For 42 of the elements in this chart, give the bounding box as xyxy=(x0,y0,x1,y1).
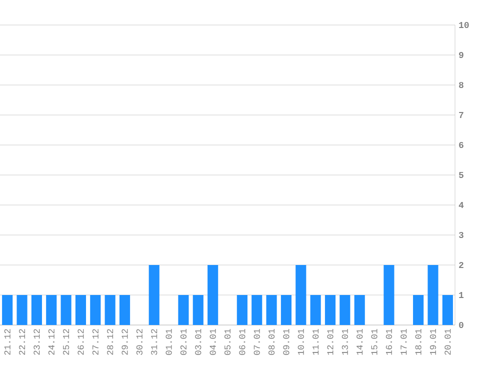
x-tick-label: 20.01 xyxy=(444,328,451,355)
y-tick-label: 7 xyxy=(459,112,464,118)
y-tick-label: 5 xyxy=(458,172,464,178)
x-tick-label: 15.01 xyxy=(371,328,378,355)
x-tick-label: 23.12 xyxy=(34,329,40,355)
x-tick-label: 14.01 xyxy=(356,328,363,355)
x-tick-label: 26.12 xyxy=(78,329,84,355)
y-tick-label: 2 xyxy=(459,262,464,268)
x-tick-label: 07.01 xyxy=(254,328,260,355)
x-tick-label: 31.12 xyxy=(151,329,158,355)
x-tick-label: 13.01 xyxy=(342,328,348,355)
y-tick-label: 1 xyxy=(459,292,464,298)
x-tick-label: 01.01 xyxy=(166,328,172,355)
x-tick-label: 09.01 xyxy=(283,328,290,355)
x-tick-label: 28.12 xyxy=(107,329,114,355)
y-tick-label: 0 xyxy=(459,322,464,328)
y-tick-label: 6 xyxy=(459,142,464,148)
x-tick-label: 16.01 xyxy=(386,328,392,355)
x-tick-label: 24.12 xyxy=(48,329,54,355)
x-tick-label: 21.12 xyxy=(4,329,10,355)
x-tick-label: 17.01 xyxy=(400,328,407,355)
x-tick-label: 18.01 xyxy=(415,328,422,355)
x-tick-label: 11.01 xyxy=(312,328,319,355)
y-tick-label: 3 xyxy=(458,232,464,238)
x-tick-label: 10.01 xyxy=(298,328,304,355)
x-tick-label: 22.12 xyxy=(19,329,26,355)
x-tick-label: 05.01 xyxy=(224,328,231,355)
y-tick-label: 4 xyxy=(458,202,464,208)
x-tick-label: 02.01 xyxy=(180,328,187,355)
x-tick-label: 08.01 xyxy=(268,328,275,355)
x-tick-label: 03.01 xyxy=(195,328,202,355)
x-tick-label: 04.01 xyxy=(210,328,216,355)
y-tick-label: 8 xyxy=(459,82,464,88)
x-tick-label: 12.01 xyxy=(327,328,334,355)
x-tick-label: 29.12 xyxy=(122,329,128,355)
x-tick-label: 25.12 xyxy=(63,329,70,355)
y-tick-label: 10 xyxy=(459,22,469,28)
y-tick-label: 9 xyxy=(459,52,464,58)
x-tick-label: 19.01 xyxy=(430,328,436,355)
x-tick-label: 27.12 xyxy=(92,329,98,355)
x-tick-label: 06.01 xyxy=(239,328,246,355)
x-tick-label: 30.12 xyxy=(136,329,142,355)
